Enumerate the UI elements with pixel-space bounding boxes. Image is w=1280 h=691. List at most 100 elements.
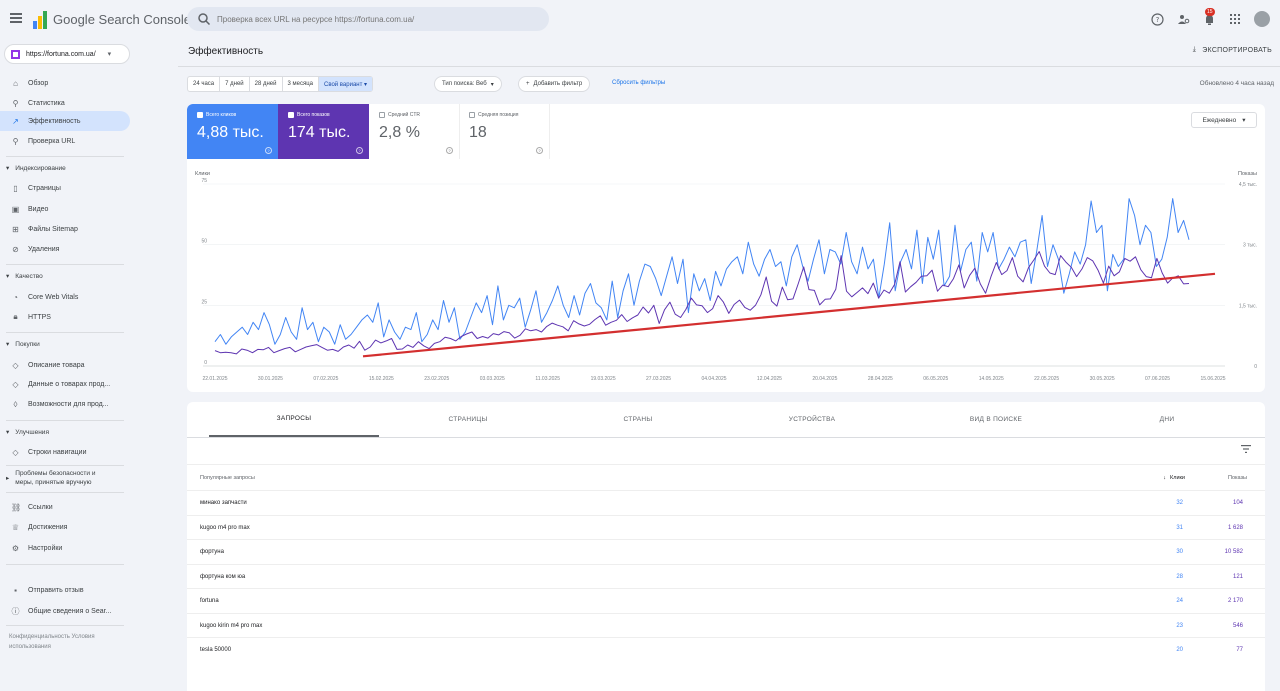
sidebar-item-core-web-vitals[interactable]: ◔ Core Web Vitals <box>0 287 130 307</box>
apps-grid-icon[interactable] <box>1228 12 1242 26</box>
app-title[interactable]: Google Search Console <box>53 12 192 27</box>
help-icon[interactable]: ? <box>1150 12 1164 26</box>
sidebar-item-video[interactable]: ▣ Видео <box>0 199 130 219</box>
tab-devices[interactable]: УСТРОЙСТВА <box>788 416 836 423</box>
table-row[interactable]: kugoo m4 pro max 31 1 628 <box>187 514 1265 540</box>
tab-search-appearance[interactable]: ВИД В ПОИСКЕ <box>969 416 1023 423</box>
metric-total-clicks[interactable]: Всего кликов 4,88 тыс. ? <box>187 104 278 159</box>
footer-links-line1[interactable]: Конфиденциальность Условия <box>9 634 95 640</box>
pages-icon: ▯ <box>13 183 18 193</box>
export-button[interactable]: ⤓ ЭКСПОРТИРОВАТЬ <box>1193 46 1272 54</box>
tab-pages[interactable]: СТРАНИЦЫ <box>448 416 488 423</box>
x-tick-label: 27.03.2025 <box>646 376 671 382</box>
query-cell: tesla 50000 <box>200 647 232 653</box>
filter-icon[interactable] <box>1241 445 1251 453</box>
chevron-down-icon: ▾ <box>107 51 112 58</box>
divider <box>6 420 124 421</box>
checkbox-icon[interactable] <box>379 112 385 118</box>
sidebar-item-performance[interactable]: ↗ Эффективность <box>0 111 130 131</box>
search-type-filter[interactable]: Тип поиска: Веб ▾ <box>434 76 502 92</box>
notifications-icon[interactable]: 15 <box>1202 8 1216 26</box>
x-tick-label: 30.01.2025 <box>258 376 283 382</box>
date-range-group: 24 часа 7 дней 28 дней 3 месяца Свой вар… <box>187 76 374 92</box>
table-row[interactable]: kugoo kirin m4 pro max 23 546 <box>187 612 1265 638</box>
sidebar-item-about[interactable]: ⓘ Общие сведения о Sear... <box>0 601 130 621</box>
table-row[interactable]: минако запчасти 32 104 <box>187 490 1265 515</box>
x-tick-label: 20.04.2025 <box>812 376 837 382</box>
clicks-cell: 23 <box>1176 622 1183 629</box>
checkbox-icon[interactable] <box>469 112 475 118</box>
help-icon[interactable]: ? <box>265 147 272 154</box>
sidebar-item-removals[interactable]: ⊘ Удаления <box>0 239 130 259</box>
section-security[interactable]: ▸ Проблемы безопасности и меры, принятые… <box>6 470 96 486</box>
checkbox-icon[interactable] <box>288 112 294 118</box>
metric-total-impressions[interactable]: Всего показов 174 тыс. ? <box>278 104 369 159</box>
url-inspection-search[interactable] <box>187 7 549 31</box>
table-row[interactable]: фортуна 30 10 582 <box>187 539 1265 564</box>
sidebar-item-label: Видео <box>28 205 49 213</box>
plus-icon: + <box>526 81 530 87</box>
sidebar-item-overview[interactable]: ⌂ Обзор <box>0 73 130 93</box>
sidebar-item-feedback[interactable]: ▪ Отправить отзыв <box>0 580 130 600</box>
sidebar-item-merchant-listings[interactable]: ◇ Данные о товарах прод... <box>0 374 130 394</box>
account-avatar[interactable] <box>1254 11 1270 27</box>
sidebar-item-breadcrumbs[interactable]: ◇ Строки навигации <box>0 442 130 462</box>
download-icon: ⤓ <box>1192 46 1197 53</box>
column-header-clicks[interactable]: ↓ Клики <box>1163 475 1185 481</box>
x-tick-label: 07.06.2025 <box>1145 376 1170 382</box>
range-7d[interactable]: 7 дней <box>220 77 250 91</box>
add-filter-button[interactable]: + Добавить фильтр <box>518 76 591 92</box>
property-selector[interactable]: https://fortuna.com.ua/ ▾ <box>4 44 130 64</box>
tab-days[interactable]: ДНИ <box>1159 416 1175 423</box>
sidebar-item-url-inspection[interactable]: ⚲ Проверка URL <box>0 131 130 151</box>
query-cell: минако запчасти <box>200 500 247 506</box>
range-custom[interactable]: Свой вариант ▾ <box>319 77 373 91</box>
performance-chart-card: Всего кликов 4,88 тыс. ? Всего показов 1… <box>187 104 1265 392</box>
range-3m[interactable]: 3 месяца <box>283 77 319 91</box>
query-cell: фортуна <box>200 549 224 555</box>
sidebar-item-https[interactable]: 🔒︎ HTTPS <box>0 307 130 327</box>
granularity-select[interactable]: Ежедневно ▾ <box>1191 112 1257 128</box>
table-row[interactable]: fortuna 24 2 170 <box>187 588 1265 613</box>
menu-icon[interactable] <box>10 13 22 23</box>
sidebar-item-sitemaps[interactable]: ⊞ Файлы Sitemap <box>0 219 130 239</box>
footer-links[interactable]: Конфиденциальность Условия использования <box>9 632 95 652</box>
section-quality[interactable]: ▾ Качество <box>6 272 43 281</box>
section-enhancements[interactable]: ▾ Улучшения <box>6 428 49 437</box>
checkbox-icon[interactable] <box>197 112 203 118</box>
section-indexing[interactable]: ▾ Индексирование <box>6 164 66 173</box>
impressions-cell: 104 <box>1232 500 1243 506</box>
table-row[interactable]: фортуна ком юа 28 121 <box>187 563 1265 589</box>
sidebar-item-label: Проверка URL <box>28 137 76 145</box>
help-icon[interactable]: ? <box>356 147 363 154</box>
table-row[interactable]: tesla 50000 20 77 <box>187 637 1265 662</box>
range-28d[interactable]: 28 дней <box>250 77 283 91</box>
section-shopping[interactable]: ▾ Покупки <box>6 340 40 349</box>
help-icon[interactable]: ? <box>446 147 453 154</box>
column-header-query[interactable]: Популярные запросы <box>200 475 255 481</box>
clicks-cell: 30 <box>1176 549 1183 555</box>
reset-filters-link[interactable]: Сбросить фильтры <box>612 80 666 86</box>
sidebar-item-pages[interactable]: ▯ Страницы <box>0 178 130 198</box>
metric-average-ctr[interactable]: Средний CTR 2,8 % ? <box>369 104 460 159</box>
help-icon[interactable]: ? <box>536 147 543 154</box>
column-header-impressions[interactable]: Показы <box>1227 475 1247 481</box>
metric-label: Средняя позиция <box>478 112 519 118</box>
tab-queries[interactable]: ЗАПРОСЫ <box>209 402 379 437</box>
sidebar-item-shopping-opportunities[interactable]: ◊ Возможности для прод... <box>0 394 130 414</box>
performance-chart[interactable]: Клики Показы 75 4,5 тыс. 50 3 тыс. 25 1,5 тыс. 0… <box>187 164 1265 392</box>
sidebar-item-statistics[interactable]: ⚲ Статистика <box>0 93 130 113</box>
footer-links-line2[interactable]: использования <box>9 644 51 650</box>
search-input[interactable] <box>217 7 537 31</box>
metric-average-position[interactable]: Средняя позиция 18 ? <box>459 104 550 159</box>
sidebar-item-links[interactable]: ⛓︎ Ссылки <box>0 497 130 517</box>
sidebar-item-product-snippets[interactable]: ◇ Описание товара <box>0 355 130 375</box>
x-tick-label: 22.05.2025 <box>1034 376 1059 382</box>
x-tick-label: 06.05.2025 <box>923 376 948 382</box>
sidebar-item-settings[interactable]: ⚙ Настройки <box>0 538 130 558</box>
range-24h[interactable]: 24 часа <box>188 77 221 91</box>
sidebar-item-achievements[interactable]: ♕ Достижения <box>0 517 130 537</box>
users-icon[interactable] <box>1176 12 1190 26</box>
tab-countries[interactable]: СТРАНЫ <box>623 416 653 423</box>
search-console-logo-icon <box>33 11 47 29</box>
